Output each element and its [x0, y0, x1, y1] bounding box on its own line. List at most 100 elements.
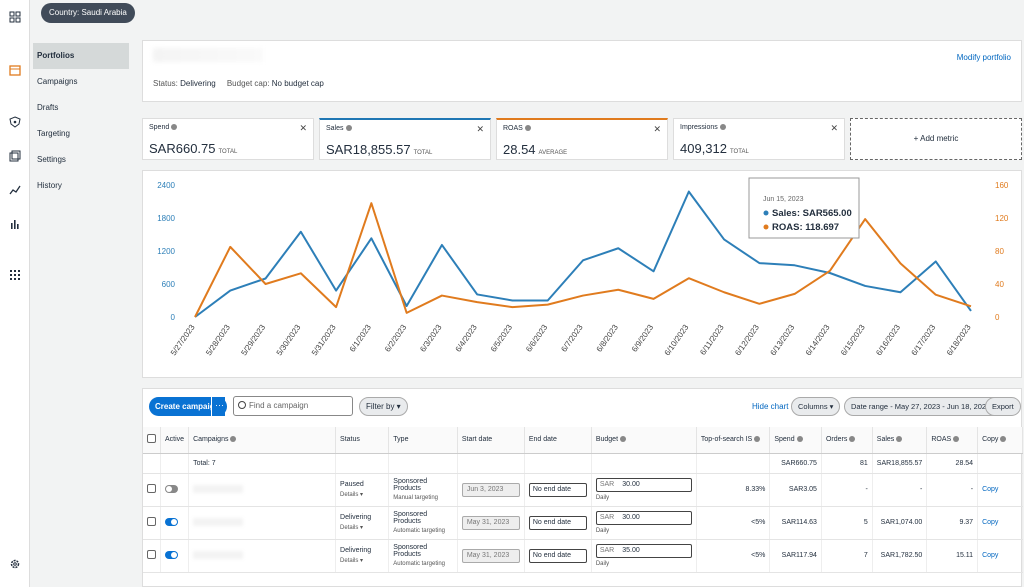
metric-suffix: TOTAL	[218, 149, 238, 155]
x-tick-label: 6/8/2023	[595, 323, 621, 354]
details-dropdown[interactable]: Details ▾	[340, 492, 364, 498]
metric-card-sales[interactable]: Sales SAR18,855.57 TOTAL ✕	[319, 118, 491, 160]
trend-icon[interactable]	[9, 184, 21, 196]
shield-icon[interactable]	[9, 116, 21, 128]
info-icon	[345, 125, 352, 132]
export-button[interactable]: Export	[985, 397, 1021, 416]
status-value: Delivering	[180, 79, 216, 88]
campaign-name-redacted[interactable]	[193, 550, 244, 559]
nav-campaigns[interactable]: Campaigns	[37, 77, 78, 86]
budget-field[interactable]: SAR 30.00	[595, 478, 692, 492]
x-tick-label: 6/6/2023	[524, 323, 550, 354]
metric-card-spend[interactable]: Spend SAR660.75 TOTAL ✕	[142, 118, 314, 160]
tooltip-date: Jun 15, 2023	[763, 196, 804, 203]
row-checkbox[interactable]	[147, 484, 156, 493]
total-orders: 81	[821, 453, 873, 474]
x-tick-label: 5/29/2023	[239, 323, 267, 358]
col-type[interactable]: Type	[388, 427, 458, 454]
budget-field[interactable]: SAR 30.00	[595, 511, 692, 525]
campaign-name-redacted[interactable]	[193, 484, 244, 493]
table-toolbar: Create campaign ··· Find a campaign Filt…	[143, 389, 1023, 423]
date-range-button[interactable]: Date range - May 27, 2023 - Jun 18, 2023…	[844, 397, 1004, 416]
info-icon	[171, 124, 178, 131]
col-orders[interactable]: Orders	[821, 427, 873, 454]
col-active[interactable]: Active	[160, 427, 190, 454]
metric-card-impressions[interactable]: Impressions 409,312 TOTAL ✕	[673, 118, 845, 160]
budget-cap-label: Budget cap:	[226, 79, 270, 88]
end-date-field[interactable]: No end date	[528, 482, 587, 497]
create-campaign-button[interactable]: Create campaign	[149, 397, 226, 416]
col-roas-label: ROAS	[931, 436, 952, 444]
metric-card-roas[interactable]: ROAS 28.54 AVERAGE ✕	[496, 118, 668, 160]
settings-gear-icon[interactable]	[9, 558, 21, 570]
nav-targeting[interactable]: Targeting	[37, 129, 70, 138]
row-sales: -	[872, 473, 928, 507]
active-toggle[interactable]	[165, 517, 178, 526]
nav-settings[interactable]: Settings	[37, 155, 66, 164]
row-roas: -	[926, 473, 979, 507]
modify-portfolio-link[interactable]: Modify portfolio	[956, 53, 1011, 62]
x-tick-label: 6/3/2023	[418, 323, 444, 354]
close-icon[interactable]: ✕	[830, 123, 838, 133]
end-date-field[interactable]: No end date	[528, 515, 587, 530]
filter-by-button[interactable]: Filter by ▾	[359, 397, 408, 416]
country-selector[interactable]: Country: Saudi Arabia	[41, 3, 135, 23]
nav-history[interactable]: History	[37, 181, 62, 190]
copy-link[interactable]: Copy	[977, 539, 1023, 573]
col-budget[interactable]: Budget	[591, 427, 697, 454]
metric-label: ROAS	[503, 125, 523, 132]
y-left-tick-label: 1800	[157, 214, 175, 223]
budget-value: 30.00	[622, 514, 640, 521]
metric-value: 409,312	[680, 141, 727, 156]
columns-button[interactable]: Columns ▾	[791, 397, 841, 416]
bar-chart-icon[interactable]	[9, 218, 21, 230]
active-toggle[interactable]	[165, 484, 178, 493]
tooltip-sales: Sales: SAR565.00	[772, 208, 852, 219]
nav-drafts[interactable]: Drafts	[37, 103, 59, 112]
x-tick-label: 6/14/2023	[804, 323, 832, 358]
col-top-of-search[interactable]: Top-of-search IS	[696, 427, 771, 454]
col-status[interactable]: Status	[335, 427, 390, 454]
x-tick-label: 5/31/2023	[310, 323, 338, 358]
campaign-name-redacted[interactable]	[193, 517, 244, 526]
col-end-date[interactable]: End date	[524, 427, 592, 454]
add-metric-button[interactable]: + Add metric	[850, 118, 1022, 160]
icon-rail	[0, 0, 30, 587]
col-campaigns[interactable]: Campaigns	[188, 427, 337, 454]
more-options-button[interactable]: ···	[211, 397, 227, 416]
budget-period: Daily	[595, 561, 610, 567]
nav-portfolios[interactable]: Portfolios	[33, 43, 129, 69]
copy-link[interactable]: Copy	[977, 506, 1023, 540]
col-sales[interactable]: Sales	[872, 427, 928, 454]
end-date-field[interactable]: No end date	[528, 548, 587, 563]
portfolio-status: Status: Delivering Budget cap: No budget…	[153, 79, 324, 88]
x-tick-label: 6/9/2023	[630, 323, 656, 354]
x-tick-label: 6/15/2023	[839, 323, 867, 358]
budget-field[interactable]: SAR 35.00	[595, 544, 692, 558]
col-roas[interactable]: ROAS	[926, 427, 979, 454]
budget-value: 35.00	[622, 547, 640, 554]
apps-grid-icon[interactable]	[9, 269, 21, 281]
dashboard-icon[interactable]	[9, 11, 21, 23]
campaign-search-input[interactable]: Find a campaign	[233, 396, 353, 416]
row-top-of-search: <5%	[696, 539, 771, 573]
col-start-date[interactable]: Start date	[457, 427, 525, 454]
close-icon[interactable]: ✕	[299, 123, 307, 133]
active-toggle[interactable]	[165, 550, 178, 559]
col-copy[interactable]: Copy	[977, 427, 1023, 454]
select-all-checkbox[interactable]	[147, 434, 156, 444]
select-all-cell[interactable]	[143, 427, 161, 454]
col-spend[interactable]: Spend	[769, 427, 822, 454]
gallery-icon[interactable]	[9, 150, 21, 162]
left-nav: Portfolios Campaigns Drafts Targeting Se…	[33, 43, 129, 199]
close-icon[interactable]: ✕	[476, 124, 484, 134]
hide-chart-link[interactable]: Hide chart	[752, 402, 789, 411]
details-dropdown[interactable]: Details ▾	[340, 558, 364, 564]
campaign-manager-icon[interactable]	[9, 64, 21, 76]
row-orders: 7	[821, 539, 873, 573]
copy-link[interactable]: Copy	[977, 473, 1023, 507]
details-dropdown[interactable]: Details ▾	[340, 525, 364, 531]
row-checkbox[interactable]	[147, 517, 156, 526]
row-checkbox[interactable]	[147, 550, 156, 559]
close-icon[interactable]: ✕	[653, 124, 661, 134]
